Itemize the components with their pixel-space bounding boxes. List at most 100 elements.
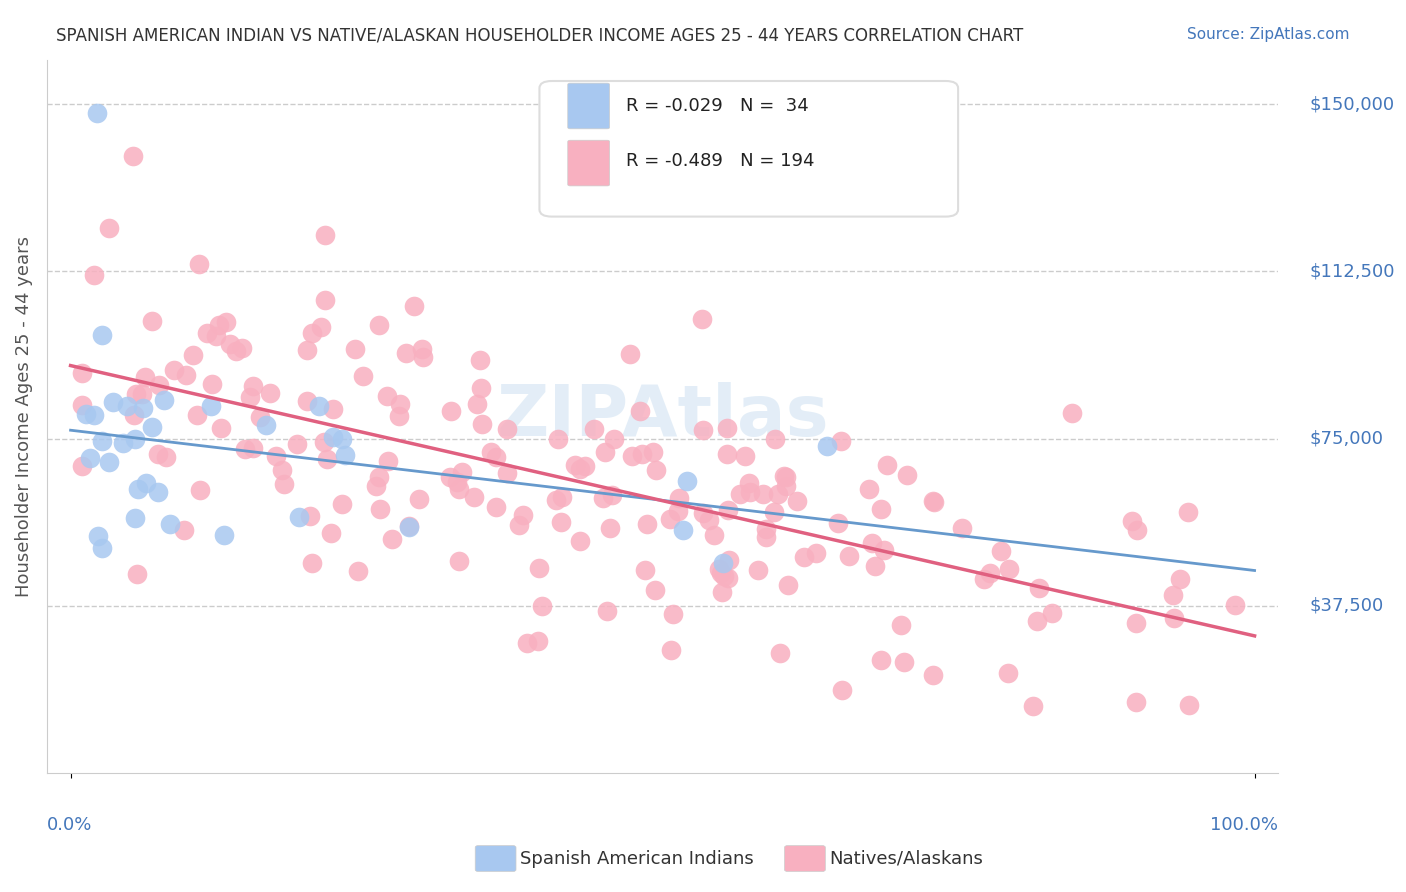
Point — [641, 444, 664, 458]
Point — [707, 562, 730, 576]
Point — [1177, 698, 1199, 713]
Point — [870, 653, 893, 667]
Point — [512, 508, 534, 522]
Point — [470, 381, 492, 395]
Point — [447, 482, 470, 496]
Point — [668, 491, 690, 505]
Point — [242, 379, 264, 393]
Point — [186, 408, 208, 422]
Point — [127, 483, 149, 497]
Point — [208, 318, 231, 332]
Point — [311, 320, 333, 334]
Point — [72, 366, 94, 380]
Point — [231, 341, 253, 355]
Point — [346, 564, 368, 578]
Point — [122, 149, 145, 163]
Point — [924, 494, 946, 508]
Point — [242, 441, 264, 455]
Point — [214, 528, 236, 542]
Point — [699, 513, 721, 527]
Point — [1223, 598, 1246, 612]
Point — [352, 368, 374, 383]
Point — [312, 434, 335, 449]
Point — [717, 502, 740, 516]
Point — [815, 439, 838, 453]
Point — [631, 447, 654, 461]
Point — [873, 543, 896, 558]
Point — [319, 526, 342, 541]
Point — [516, 636, 538, 650]
Point — [676, 474, 699, 488]
Point — [717, 552, 740, 566]
Point — [716, 421, 738, 435]
Point — [1060, 406, 1083, 420]
Point — [135, 476, 157, 491]
Point — [550, 515, 572, 529]
Point — [1168, 572, 1191, 586]
FancyBboxPatch shape — [540, 81, 957, 217]
Point — [72, 458, 94, 473]
Point — [314, 293, 336, 308]
Point — [335, 449, 357, 463]
Point — [91, 541, 114, 555]
Point — [146, 484, 169, 499]
Point — [148, 378, 170, 392]
Point — [921, 493, 943, 508]
Point — [209, 421, 232, 435]
Point — [398, 518, 420, 533]
Point — [181, 348, 204, 362]
Point — [599, 521, 621, 535]
Point — [603, 432, 626, 446]
Text: $75,000: $75,000 — [1309, 430, 1384, 448]
Point — [322, 402, 344, 417]
Point — [315, 452, 337, 467]
Point — [1040, 606, 1063, 620]
Point — [173, 523, 195, 537]
Point — [1161, 588, 1184, 602]
Point — [468, 352, 491, 367]
Point — [364, 479, 387, 493]
Point — [734, 449, 756, 463]
Point — [692, 423, 714, 437]
Text: R = -0.489   N = 194: R = -0.489 N = 194 — [626, 152, 814, 170]
Point — [91, 434, 114, 449]
Point — [755, 522, 778, 536]
Point — [863, 558, 886, 573]
Point — [408, 491, 430, 506]
Point — [711, 556, 734, 570]
Point — [692, 507, 714, 521]
Point — [98, 455, 121, 469]
Point — [869, 502, 891, 516]
Point — [233, 442, 256, 456]
Point — [747, 563, 769, 577]
Point — [83, 408, 105, 422]
Point — [644, 463, 666, 477]
Point — [662, 607, 685, 621]
Point — [620, 450, 643, 464]
Point — [776, 577, 799, 591]
Point — [703, 528, 725, 542]
Point — [574, 458, 596, 473]
Point — [295, 393, 318, 408]
Text: $37,500: $37,500 — [1309, 597, 1384, 615]
Point — [711, 584, 734, 599]
Point — [738, 485, 761, 500]
Point — [831, 683, 853, 698]
Point — [146, 447, 169, 461]
Point — [628, 404, 651, 418]
Point — [1121, 515, 1143, 529]
Point — [544, 492, 567, 507]
Point — [896, 467, 918, 482]
Point — [1177, 505, 1199, 519]
Point — [860, 536, 883, 550]
Point — [111, 436, 134, 450]
Point — [273, 476, 295, 491]
Point — [398, 519, 420, 533]
Point — [205, 329, 228, 343]
Point — [299, 508, 322, 523]
Point — [636, 516, 658, 531]
Point — [395, 346, 418, 360]
Point — [666, 503, 689, 517]
Point — [314, 227, 336, 242]
Point — [644, 582, 666, 597]
